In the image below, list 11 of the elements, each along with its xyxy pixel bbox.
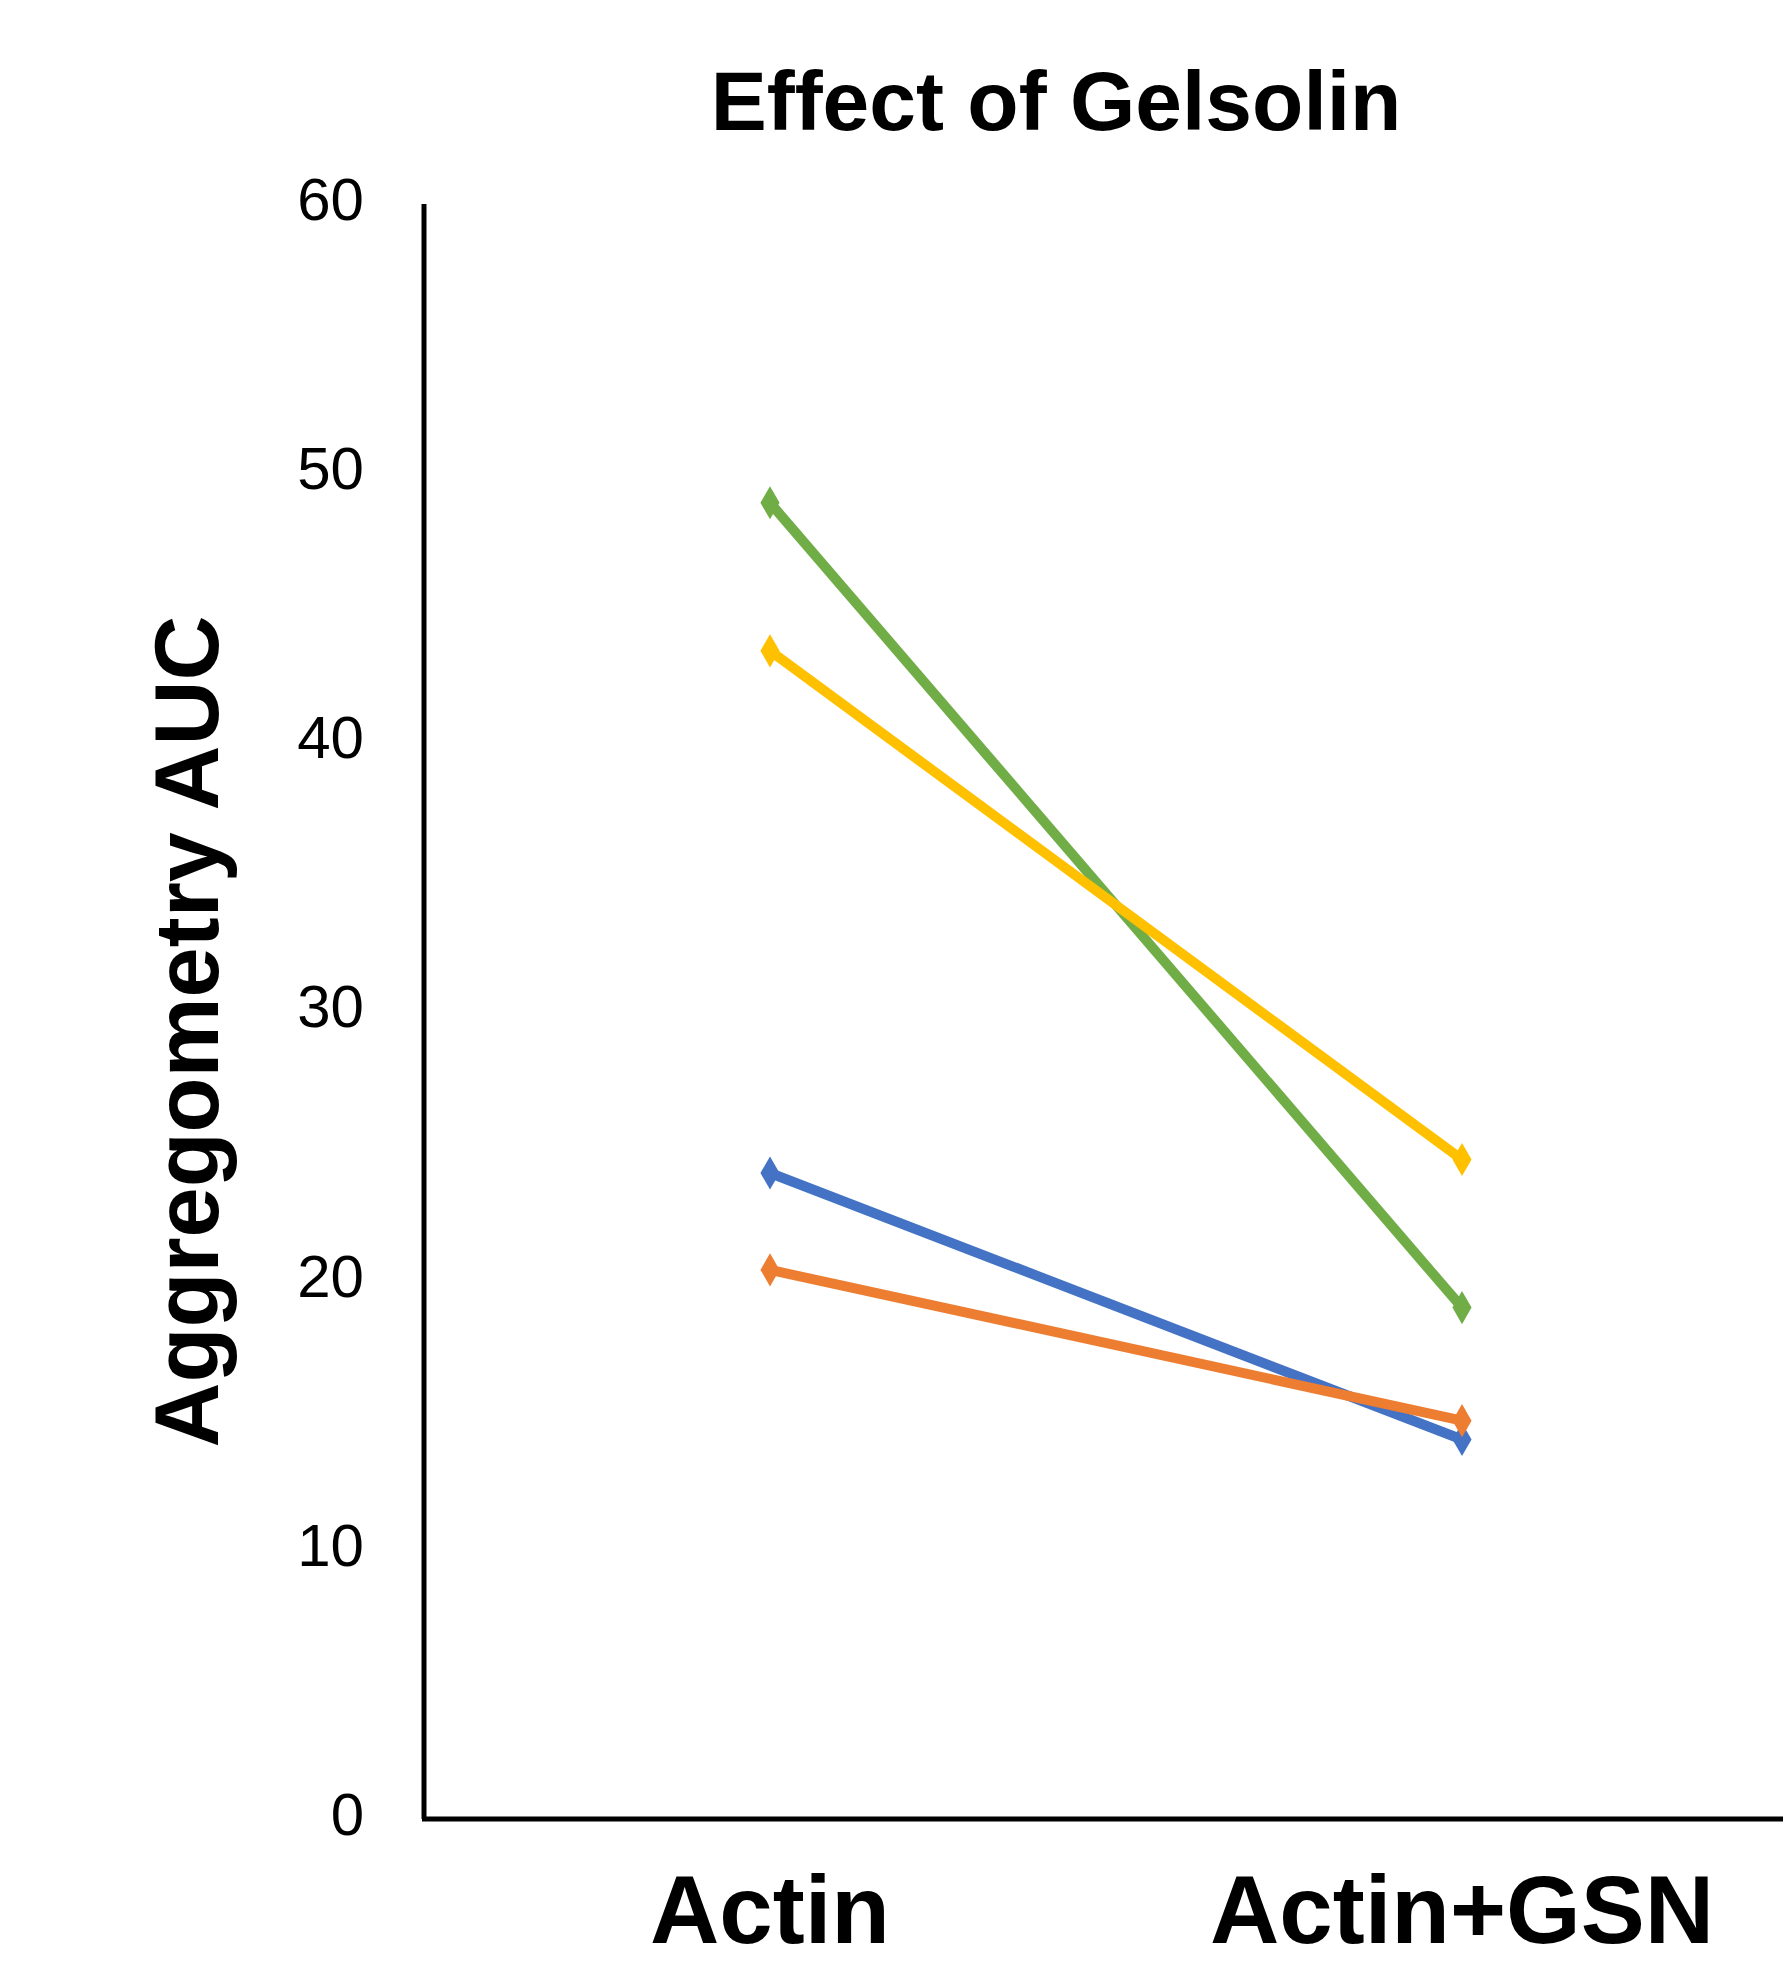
y-tick-label: 20 [297, 1242, 364, 1310]
y-axis-title: Aggregometry AUC [137, 615, 237, 1448]
x-tick-label: Actin [650, 1856, 890, 1963]
y-tick-label: 0 [330, 1780, 364, 1848]
chart-title: Effect of Gelsolin [710, 54, 1402, 148]
y-tick-label: 60 [297, 165, 364, 233]
x-tick-label: Actin+GSN [1209, 1856, 1715, 1963]
y-tick-label: 50 [297, 435, 364, 503]
y-tick-label: 40 [297, 704, 364, 772]
y-tick-label: 30 [297, 973, 364, 1041]
y-tick-label: 10 [297, 1511, 364, 1579]
